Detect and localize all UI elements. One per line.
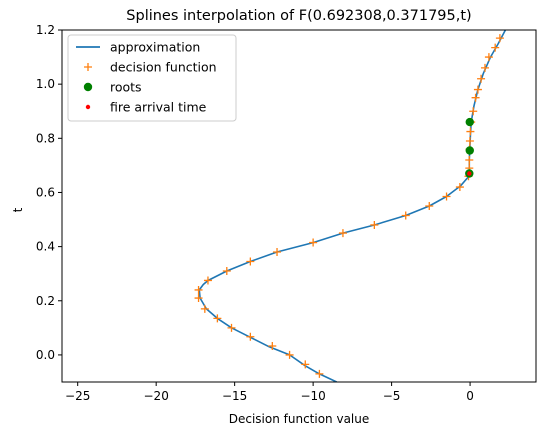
marker-decision-function [425,202,434,210]
marker-decision-function [227,323,236,332]
marker-decision-function [194,285,203,294]
marker-decision-function [370,220,379,229]
y-tick-label: 0.8 [36,131,55,145]
y-tick-label: 0.6 [36,185,55,199]
marker-decision-function [222,266,231,275]
chart-title: Splines interpolation of F(0.692308,0.37… [126,8,471,24]
marker-decision-function [473,85,482,94]
marker-fire-arrival-time [467,171,472,176]
legend: approximation decision function roots fire … [67,34,237,122]
y-tick-label: 0.0 [36,348,55,362]
legend-label-roots: roots [110,80,142,95]
marker-decision-function [213,314,222,323]
axes: −25 −20 −15 −10 −5 0 0.0 0.2 0.4 0.6 0.8 1.0 1.2 [36,23,537,403]
marker-decision-function [285,350,294,359]
series-line-approximation [198,30,507,382]
x-axis-label: Decision function value [229,412,370,426]
y-tick-label: 1.0 [36,77,55,91]
marker-decision-function [480,63,489,72]
marker-decision-function [491,43,500,52]
x-tick-label: −15 [222,389,247,403]
legend-swatch-decision-function [84,63,92,71]
y-axis-label: t [11,207,25,212]
marker-decision-function [465,137,474,146]
marker-decision-function [194,294,203,303]
marker-decision-function [273,248,282,257]
marker-decision-function [455,183,464,192]
legend-swatch-roots [83,82,93,92]
legend-label-approximation: approximation [110,40,200,55]
marker-decision-function [200,304,209,313]
y-tick-label: 0.4 [36,240,55,254]
marker-decision-function [466,127,475,136]
plot-frame [61,29,537,383]
marker-decision-function [338,229,347,238]
plot-area [194,30,507,382]
y-tick-label: 1.2 [36,23,55,37]
marker-decision-function [301,360,310,369]
marker-decision-function [484,53,493,62]
marker-decision-function [309,238,318,247]
marker-decision-function [495,34,504,43]
marker-decision-function [246,332,255,341]
x-tick-label: −5 [383,389,401,403]
plot-marks [194,30,507,382]
legend-label-fire-arrival-time: fire arrival time [110,100,207,115]
legend-swatch-fire-arrival-time [85,104,91,110]
marker-decision-function [268,341,277,350]
y-tick-label: 0.2 [36,294,55,308]
marker-roots [465,117,474,127]
x-tick-label: −10 [300,389,325,403]
x-tick-label: 0 [466,389,474,403]
x-tick-label: −20 [144,389,169,403]
legend-box [67,34,237,122]
marker-decision-function [203,276,212,285]
marker-decision-function [246,257,255,266]
marker-decision-function [401,211,410,220]
marker-decision-function [465,155,474,164]
marker-decision-function [442,192,451,201]
x-tick-label: −25 [65,389,90,403]
marker-decision-function [471,93,480,102]
marker-decision-function [477,74,486,83]
marker-decision-function [315,369,324,378]
marker-roots [465,146,474,155]
legend-label-decision-function: decision function [110,60,217,75]
marker-decision-function [469,107,478,116]
